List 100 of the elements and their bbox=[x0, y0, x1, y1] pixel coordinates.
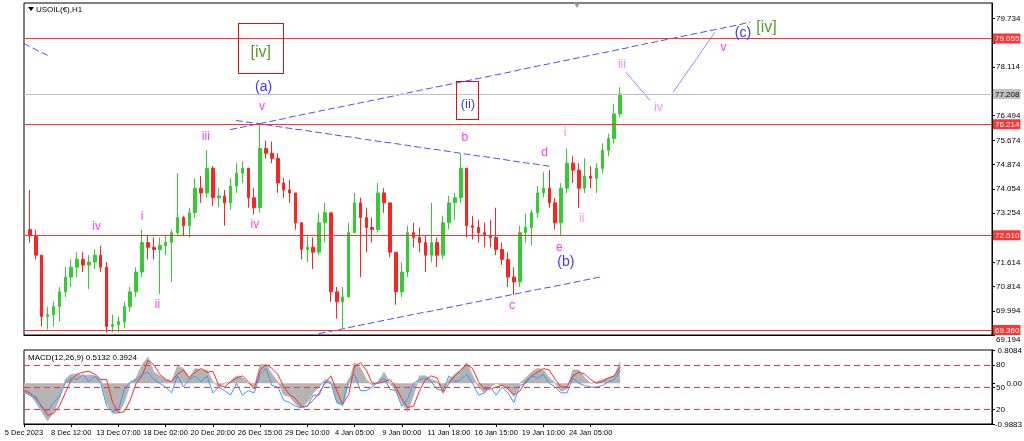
candlestick bbox=[170, 229, 173, 283]
candlestick bbox=[530, 209, 533, 247]
candlestick bbox=[589, 165, 592, 189]
candlestick bbox=[323, 202, 327, 244]
candlestick bbox=[140, 229, 144, 278]
candlestick bbox=[158, 236, 162, 295]
annotation: d bbox=[541, 144, 548, 159]
candlestick bbox=[182, 215, 185, 237]
candlestick bbox=[164, 235, 167, 256]
candlestick bbox=[542, 171, 545, 199]
candlestick bbox=[146, 235, 150, 260]
y-tick-label: 69.194 bbox=[996, 334, 1022, 344]
y2-tick-label: 50 bbox=[996, 382, 1006, 392]
ref-line-label: 72.510 bbox=[995, 230, 1021, 240]
candlestick bbox=[99, 245, 102, 273]
candlestick bbox=[565, 147, 569, 194]
candlestick bbox=[81, 251, 85, 273]
candlestick bbox=[247, 167, 250, 209]
candlestick bbox=[252, 187, 256, 216]
candlestick bbox=[329, 212, 333, 303]
chart-title: USOIL(€),H1 bbox=[36, 4, 83, 14]
candlestick bbox=[382, 187, 386, 214]
candlestick bbox=[288, 179, 291, 204]
candlestick bbox=[276, 152, 280, 194]
candlestick bbox=[500, 242, 504, 266]
candlestick bbox=[471, 215, 474, 241]
annotation: iv bbox=[250, 216, 260, 231]
candlestick bbox=[176, 172, 179, 237]
candlestick bbox=[418, 227, 421, 253]
candlestick bbox=[87, 254, 91, 290]
y-tick-label: 74.874 bbox=[996, 159, 1022, 169]
candlestick bbox=[441, 215, 445, 260]
y-tick-label: 75.674 bbox=[996, 135, 1022, 145]
candlestick bbox=[211, 165, 215, 207]
candlestick bbox=[134, 266, 138, 298]
candlestick bbox=[52, 301, 55, 327]
annotation: (c) bbox=[734, 23, 752, 40]
candlestick bbox=[223, 189, 226, 227]
candlestick bbox=[188, 207, 191, 238]
candlestick bbox=[453, 192, 457, 221]
candlestick bbox=[294, 192, 297, 231]
candlestick bbox=[69, 258, 73, 288]
candlestick bbox=[612, 103, 616, 144]
candlestick bbox=[548, 169, 551, 209]
candlestick bbox=[75, 251, 79, 278]
annotation: (ii) bbox=[460, 95, 476, 111]
candlestick bbox=[317, 212, 321, 256]
ref-line-label: 79.055 bbox=[995, 33, 1021, 43]
candlestick bbox=[618, 86, 622, 118]
candlestick bbox=[353, 192, 356, 234]
annotation: v bbox=[258, 98, 265, 113]
candlestick bbox=[111, 314, 114, 333]
candlestick bbox=[365, 207, 368, 253]
line-series bbox=[23, 368, 621, 412]
y-tick-label: 0.8084 bbox=[997, 345, 1023, 355]
candlestick bbox=[117, 315, 120, 333]
candlestick bbox=[300, 222, 303, 260]
candlestick bbox=[577, 162, 581, 209]
candlestick bbox=[559, 182, 563, 237]
y-tick-label: 76.494 bbox=[996, 111, 1022, 121]
candlestick bbox=[306, 235, 309, 263]
candlestick bbox=[359, 197, 362, 278]
candlestick bbox=[282, 177, 285, 199]
candlestick bbox=[199, 175, 203, 204]
y-tick-label: 73.254 bbox=[996, 208, 1022, 218]
y-tick-label: 70.814 bbox=[996, 281, 1022, 291]
candlestick bbox=[465, 167, 468, 238]
candlestick bbox=[430, 202, 433, 263]
candlestick bbox=[34, 229, 38, 260]
ref-line-label: 69.360 bbox=[995, 325, 1021, 335]
candlestick bbox=[229, 177, 232, 211]
annotation: [iv] bbox=[250, 43, 271, 61]
candlestick bbox=[489, 219, 492, 248]
candlestick bbox=[258, 123, 262, 214]
y2-tick-label: 20 bbox=[996, 404, 1006, 414]
annotation: (a) bbox=[255, 78, 273, 95]
candlestick bbox=[235, 162, 238, 194]
candlestick bbox=[217, 187, 221, 209]
annotation: iii bbox=[617, 57, 626, 72]
y2-tick-label: 80 bbox=[996, 360, 1006, 370]
annotation: i bbox=[563, 124, 567, 139]
candlestick bbox=[601, 142, 604, 174]
candlestick bbox=[270, 141, 274, 164]
y-tick-label: 71.614 bbox=[996, 257, 1022, 267]
candlestick bbox=[376, 182, 380, 234]
candlestick bbox=[435, 236, 439, 268]
ref-line-label: 77.208 bbox=[995, 89, 1021, 99]
chart-title: MACD(12,26,9) 0.5132 0.3924 bbox=[28, 352, 138, 362]
y-tick-label: 69.994 bbox=[996, 306, 1022, 316]
candlestick bbox=[93, 248, 97, 270]
candlestick bbox=[341, 286, 344, 330]
candlestick bbox=[28, 189, 32, 244]
annotation: ii bbox=[154, 296, 161, 311]
y-tick-label: 78.114 bbox=[996, 62, 1021, 72]
candlestick bbox=[152, 236, 156, 260]
candlestick bbox=[105, 261, 108, 333]
candlestick bbox=[459, 152, 463, 204]
annotation: v bbox=[720, 40, 727, 54]
candlestick bbox=[123, 301, 126, 330]
candlestick bbox=[506, 251, 510, 288]
